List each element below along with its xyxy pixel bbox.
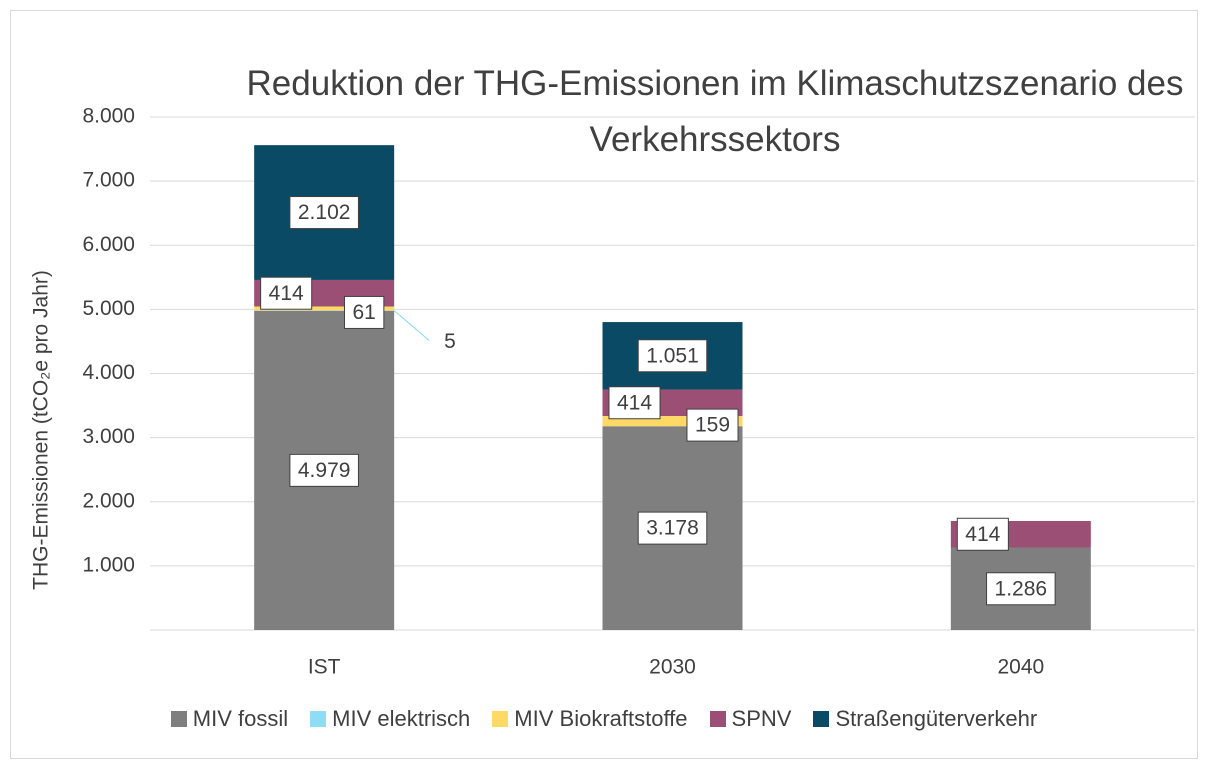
data-label-box <box>637 339 708 373</box>
legend-swatch <box>170 711 187 727</box>
y-tick-label: 2.000 <box>82 489 135 512</box>
chart-title: Reduktion der THG-Emissionen im Klimasch… <box>246 64 1184 159</box>
y-tick-label: 8.000 <box>82 105 135 128</box>
legend-label: MIV fossil <box>192 706 289 731</box>
x-tick-label: IST <box>308 656 341 679</box>
bar-segment <box>254 306 395 311</box>
legend-swatch <box>492 711 509 727</box>
data-label: 1.286 <box>995 577 1048 600</box>
data-label: 5 <box>444 330 456 353</box>
data-label: 414 <box>269 282 304 305</box>
data-label: 4.979 <box>298 459 351 482</box>
y-tick-label: 6.000 <box>82 233 135 256</box>
bar-segment <box>602 416 743 427</box>
legend-label: MIV Biokraftstoffe <box>514 706 688 731</box>
y-tick-label: 4.000 <box>82 361 135 384</box>
data-label: 61 <box>352 301 375 324</box>
data-label-box <box>289 453 359 487</box>
data-label: 1.051 <box>646 344 699 367</box>
y-tick-label: 5.000 <box>82 297 135 320</box>
y-tick-label: 1.000 <box>82 553 135 576</box>
data-label-box <box>260 276 313 310</box>
data-label: 414 <box>617 391 652 414</box>
data-label: 414 <box>965 523 1000 546</box>
data-label-box <box>289 196 359 230</box>
data-label: 2.102 <box>298 201 351 224</box>
x-tick-label: 2040 <box>997 656 1044 679</box>
legend-label: SPNV <box>731 706 792 731</box>
legend-item: MIV elektrisch <box>310 706 470 732</box>
legend-item: MIV Biokraftstoffe <box>492 706 688 732</box>
legend-swatch <box>709 711 726 727</box>
data-label-box <box>686 408 739 442</box>
y-tick-label: 3.000 <box>82 425 135 448</box>
legend-item: SPNV <box>709 706 792 732</box>
data-label-box <box>608 386 661 420</box>
legend-item: MIV fossil <box>170 706 289 732</box>
data-label-box <box>637 511 708 545</box>
leader-line <box>393 310 430 341</box>
y-tick-label: 7.000 <box>82 169 135 192</box>
data-label-box <box>343 295 385 329</box>
data-label-box <box>956 517 1009 551</box>
legend-label: MIV elektrisch <box>332 706 471 731</box>
x-tick-label: 2030 <box>649 656 696 679</box>
legend-item: Straßengüterverkehr <box>813 706 1037 732</box>
data-label-box <box>986 572 1056 606</box>
y-axis-label: THG-Emissionen (tCO₂e pro Jahr) <box>30 270 53 590</box>
data-label: 159 <box>695 414 730 437</box>
data-label: 3.178 <box>646 517 699 540</box>
chart-border <box>10 10 1198 759</box>
legend-swatch <box>310 711 327 727</box>
legend-label: Straßengüterverkehr <box>835 706 1038 731</box>
legend-swatch <box>813 711 830 727</box>
legend: MIV fossil MIV elektrisch MIV Biokraftstof… <box>0 706 1208 732</box>
